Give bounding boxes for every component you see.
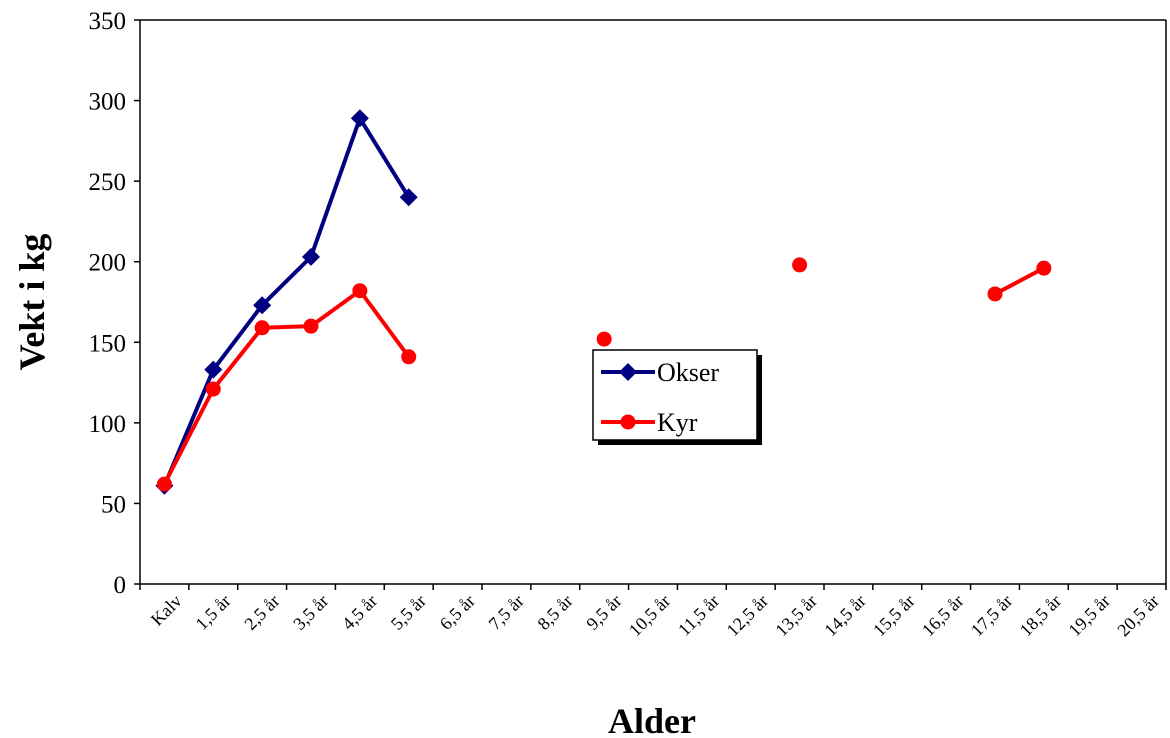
data-point (204, 360, 223, 379)
x-tick-label: 2,5 år (240, 591, 283, 634)
y-axis: 0 50 100 150 200 250 300 350 (89, 8, 140, 599)
data-point (253, 296, 272, 315)
y-tick-label: 200 (89, 250, 127, 277)
x-tick-label: 19,5 år (1064, 591, 1113, 640)
x-tick-label: 11,5 år (674, 591, 723, 640)
x-axis-title: Alder (608, 701, 696, 738)
data-point (302, 247, 320, 266)
x-tick-label: 12,5 år (722, 591, 771, 640)
x-tick-label: 20,5 år (1113, 591, 1162, 640)
data-point (399, 188, 418, 207)
series-layer (155, 109, 1052, 495)
data-point (303, 318, 319, 334)
data-point (792, 257, 808, 273)
data-point (352, 283, 368, 299)
x-tick-label: 15,5 år (869, 591, 918, 640)
legend-label: Kyr (657, 408, 698, 437)
y-tick-label: 50 (101, 491, 126, 518)
series-line-segment (357, 116, 411, 200)
data-point (596, 331, 612, 347)
data-point (156, 476, 172, 492)
x-tick-label: 7,5 år (485, 591, 528, 634)
x-tick-label: 9,5 år (582, 591, 625, 634)
data-point (350, 109, 369, 128)
series-line-segment (357, 288, 411, 359)
legend-label: Okser (657, 358, 719, 387)
x-tick-label: Kalv (147, 591, 186, 630)
plot-frame (139, 19, 1167, 585)
y-axis-title: Vekt i kg (12, 234, 52, 371)
series-line-segment (260, 324, 313, 330)
x-tick-label: 1,5 år (191, 591, 234, 634)
series-line-segment (211, 325, 265, 392)
x-tick-label: 8,5 år (533, 591, 576, 634)
legend-swatch-marker (619, 363, 637, 381)
series-okser (155, 109, 418, 495)
y-tick-label: 100 (89, 411, 127, 438)
x-tick-label: 18,5 år (1016, 591, 1065, 640)
x-tick-label: 14,5 år (820, 591, 869, 640)
data-point (205, 381, 221, 397)
x-axis: Kalv 1,5 år 2,5 år 3,5 år 4,5 år 5,5 år 6,5 år… (139, 584, 1167, 640)
series-line-segment (211, 303, 265, 372)
legend-item-kyr: Kyr (601, 408, 698, 437)
x-tick-label: 17,5 år (967, 591, 1016, 640)
x-tick-label: 5,5 år (387, 591, 430, 634)
y-tick-label: 0 (114, 572, 127, 599)
legend-item-okser: Okser (601, 358, 719, 387)
x-tick-label: 4,5 år (338, 591, 381, 634)
y-tick-label: 250 (89, 169, 127, 196)
data-point (401, 349, 417, 365)
y-tick-label: 350 (89, 8, 127, 35)
legend: Okser Kyr (592, 349, 762, 445)
series-line-segment (993, 266, 1046, 296)
y-tick-label: 150 (89, 330, 127, 357)
series-line-segment (309, 116, 362, 259)
x-tick-label: 3,5 år (289, 591, 332, 634)
x-tick-label: 13,5 år (771, 591, 820, 640)
x-tick-label: 6,5 år (436, 591, 479, 634)
legend-swatch-marker (620, 414, 636, 430)
data-point (1036, 260, 1052, 276)
legend-box (592, 349, 758, 441)
data-point (987, 286, 1003, 302)
y-tick-label: 300 (89, 89, 127, 116)
series-line-segment (162, 387, 216, 487)
series-kyr (156, 257, 1052, 492)
series-line-segment (309, 288, 362, 329)
x-tick-label: 10,5 år (625, 591, 674, 640)
series-line-segment (260, 254, 313, 308)
x-tick-label: 16,5 år (918, 591, 967, 640)
data-point (254, 320, 270, 336)
